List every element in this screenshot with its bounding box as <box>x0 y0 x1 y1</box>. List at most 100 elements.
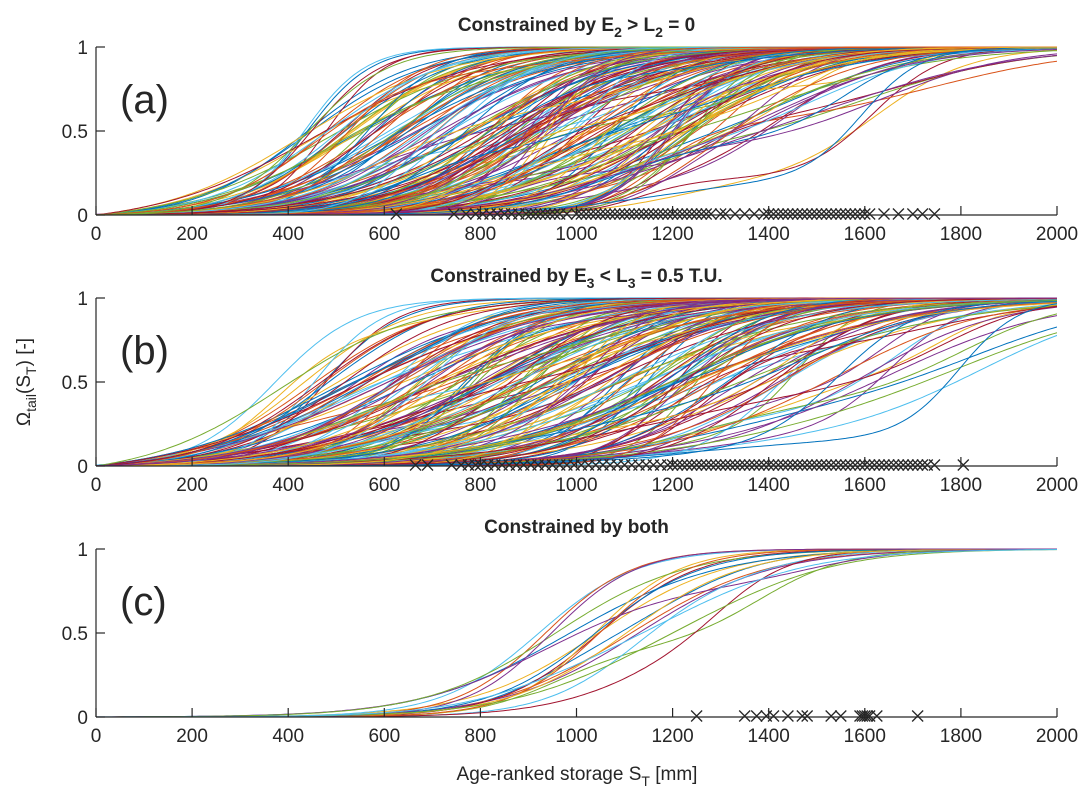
x-marker <box>700 459 713 471</box>
x-marker <box>657 208 669 220</box>
y-tick-label: 1 <box>77 38 88 59</box>
x-marker <box>750 710 763 722</box>
x-marker <box>743 459 756 471</box>
x-marker <box>815 208 828 220</box>
x-marker <box>733 459 746 471</box>
x-marker <box>524 208 537 220</box>
curve-ensemble <box>96 297 1057 467</box>
x-marker <box>560 208 573 220</box>
x-marker <box>830 459 842 471</box>
x-marker <box>805 208 818 220</box>
x-marker <box>861 710 874 722</box>
cdf-curve <box>96 548 1057 718</box>
x-marker <box>911 459 924 471</box>
panel-letter: (a) <box>120 78 169 122</box>
x-marker <box>714 208 727 220</box>
cdf-curve <box>96 549 1057 718</box>
x-marker <box>738 710 751 722</box>
marker-set <box>409 459 970 471</box>
cdf-curve <box>96 548 1057 718</box>
x-marker <box>830 208 842 220</box>
x-marker <box>839 459 852 471</box>
x-marker <box>599 208 612 220</box>
x-tick-label: 200 <box>176 475 208 496</box>
x-marker <box>762 459 775 471</box>
cdf-curve <box>96 548 1057 718</box>
x-marker <box>529 208 542 220</box>
x-marker <box>748 459 761 471</box>
panel-a: 0 200 400 600 800 1000 1200 1400 1600 1800 2000 0 0.… <box>62 15 1079 245</box>
cdf-curve <box>96 548 1057 718</box>
x-marker <box>705 459 717 471</box>
x-marker <box>748 208 761 220</box>
panel-title: Constrained by E3 < L3 = 0.5 T.U. <box>430 266 722 291</box>
x-marker <box>714 459 727 471</box>
x-marker <box>460 208 472 220</box>
x-marker <box>544 208 557 220</box>
x-marker <box>801 208 814 220</box>
x-marker <box>863 208 876 220</box>
x-marker <box>839 208 852 220</box>
x-tick-label: 800 <box>465 726 497 747</box>
x-marker <box>685 208 698 220</box>
panel-title: Constrained by E2 > L2 = 0 <box>458 15 695 40</box>
x-marker <box>825 459 838 471</box>
x-tick-label: 600 <box>368 726 400 747</box>
x-tick-label: 1200 <box>651 224 693 245</box>
cdf-curve <box>96 548 1057 718</box>
x-marker <box>849 459 862 471</box>
x-marker <box>520 208 533 220</box>
x-tick-label: 0 <box>91 224 102 245</box>
x-marker <box>390 208 403 220</box>
panel-letter: (c) <box>120 580 167 624</box>
x-marker <box>878 459 890 471</box>
x-marker <box>469 459 482 471</box>
x-marker <box>666 208 679 220</box>
x-marker <box>676 208 689 220</box>
x-marker <box>805 459 818 471</box>
x-marker <box>690 208 703 220</box>
x-tick-label: 0 <box>91 726 102 747</box>
x-marker <box>676 459 689 471</box>
x-marker <box>825 710 838 722</box>
x-marker <box>868 459 881 471</box>
x-marker <box>916 459 929 471</box>
x-tick-label: 600 <box>368 475 400 496</box>
x-marker <box>757 459 770 471</box>
x-marker <box>448 208 460 220</box>
x-marker <box>834 208 847 220</box>
x-marker <box>897 459 910 471</box>
x-marker <box>858 208 871 220</box>
x-marker <box>681 459 693 471</box>
x-marker <box>863 459 876 471</box>
x-marker <box>671 459 684 471</box>
x-marker <box>695 208 708 220</box>
x-marker <box>781 459 794 471</box>
x-marker <box>777 459 790 471</box>
x-marker <box>633 208 645 220</box>
x-marker <box>594 208 607 220</box>
x-marker <box>928 208 941 220</box>
x-marker <box>700 208 713 220</box>
x-marker <box>762 208 775 220</box>
x-marker <box>690 710 703 722</box>
x-tick-label: 0 <box>91 475 102 496</box>
x-marker <box>786 459 799 471</box>
x-marker <box>738 459 751 471</box>
cdf-curve <box>96 548 1057 718</box>
x-tick-label: 1000 <box>555 726 597 747</box>
x-marker <box>844 208 857 220</box>
x-tick-label: 1400 <box>748 475 790 496</box>
x-marker <box>695 459 708 471</box>
x-marker <box>671 208 684 220</box>
curve-ensemble <box>96 548 1057 718</box>
x-marker <box>608 208 621 220</box>
cdf-curve <box>96 548 1057 718</box>
x-marker <box>796 710 809 722</box>
x-marker <box>796 459 809 471</box>
panel-letter: (b) <box>120 329 169 373</box>
y-tick-label: 1 <box>77 289 88 310</box>
x-marker <box>589 208 602 220</box>
x-marker <box>548 208 561 220</box>
x-marker <box>791 459 804 471</box>
